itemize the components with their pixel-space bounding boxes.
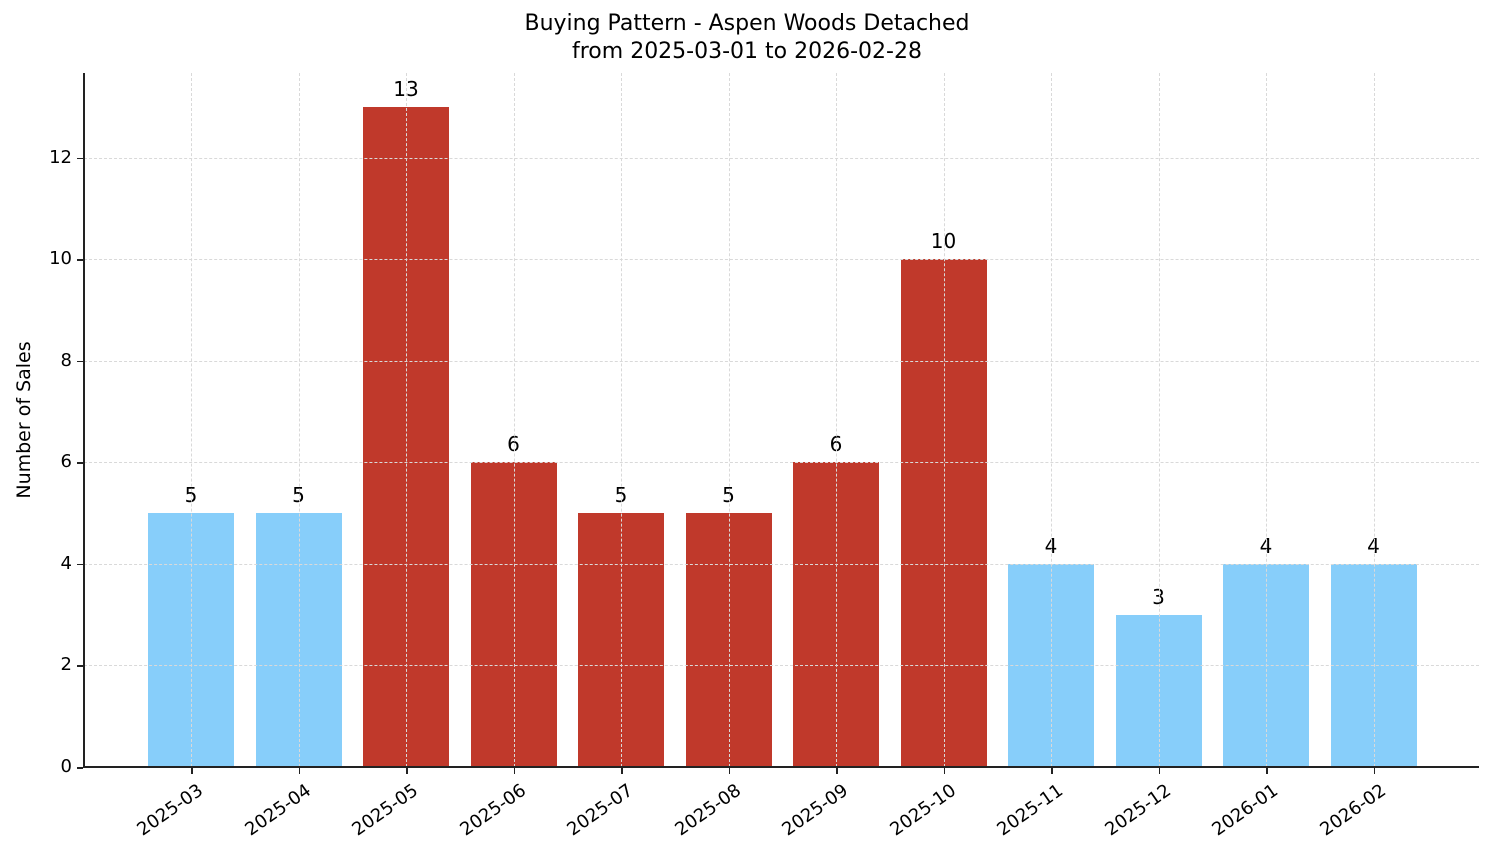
x-tick-label: 2025-08 [670,780,745,841]
x-tick [191,768,193,774]
bar-value-label: 6 [507,432,520,457]
x-tick [1051,768,1053,774]
grid-line-vertical [1373,73,1375,767]
grid-line-vertical [1051,73,1052,767]
y-tick-label: 12 [49,146,72,168]
y-tick [77,157,83,160]
x-tick-label: 2025-06 [455,780,530,841]
x-tick-label: 2026-01 [1208,780,1283,841]
y-tick [77,259,83,261]
y-tick [77,360,83,363]
grid-line-horizontal [84,563,1479,565]
grid-line-vertical [298,73,300,767]
y-tick-label: 10 [49,248,72,270]
y-tick-label: 0 [60,756,72,777]
x-tick-label: 2025-12 [1100,780,1175,841]
y-tick [77,462,83,464]
grid-line-vertical [191,73,192,767]
bar-value-label: 5 [292,483,305,508]
plot-area: 5 5 13 6 5 5 6 10 4 3 4 4 [84,73,1479,767]
chart-title-main: Buying Pattern - Aspen Woods Detached [524,11,970,36]
bar-value-label: 5 [184,483,198,508]
x-tick-label: 2025-09 [778,780,853,841]
bar-value-label: 5 [614,483,628,508]
y-tick-label: 6 [60,451,72,473]
bar-value-label: 4 [1259,533,1273,558]
grid-line-horizontal [84,157,1479,159]
grid-line-vertical [943,73,945,767]
chart-subtitle: from 2025-03-01 to 2026-02-28 [572,39,922,64]
grid-line-horizontal [84,360,1479,362]
x-tick [1266,768,1268,774]
y-tick [77,563,83,566]
x-tick [513,768,515,774]
bar-value-label: 6 [829,432,843,457]
x-tick [298,768,300,774]
x-tick-label: 2026-02 [1315,780,1390,841]
x-tick-label: 2025-04 [240,780,315,841]
y-tick-label: 4 [60,552,72,574]
x-tick-label: 2025-05 [348,780,423,841]
grid-line-vertical [836,73,837,767]
x-tick [1373,768,1375,774]
bar-value-label: 5 [722,483,735,508]
x-tick [621,768,623,774]
x-tick [1158,768,1160,774]
y-tick-label: 8 [60,349,72,371]
grid-line-horizontal [84,665,1479,667]
grid-line-horizontal [84,462,1479,464]
bar-value-label: 4 [1367,533,1380,558]
y-tick [77,767,83,769]
bar-value-label: 10 [930,229,957,254]
x-tick [836,768,838,774]
y-tick [77,665,83,667]
x-tick [406,768,408,774]
bar-value-label: 13 [393,77,419,101]
y-tick-label: 2 [60,654,72,676]
grid-line-vertical [406,73,407,767]
y-axis-spine [83,73,85,768]
x-tick [728,768,730,774]
grid-line-vertical [1158,73,1160,767]
x-tick-label: 2025-07 [563,780,638,841]
grid-line-vertical [513,73,515,767]
x-tick-label: 2025-11 [993,780,1068,841]
grid-line-vertical [1266,73,1267,767]
grid-line-vertical [621,73,622,767]
x-axis-spine [83,766,1479,768]
grid-line-horizontal [84,259,1479,261]
bar-value-label: 4 [1044,533,1058,558]
chart-title: Buying Pattern - Aspen Woods Detached fr… [0,10,1494,66]
x-tick [943,768,945,774]
grid-line-vertical [728,73,730,767]
x-tick-label: 2025-03 [133,780,208,841]
bar-value-label: 3 [1152,584,1165,609]
x-tick-label: 2025-10 [885,780,960,841]
